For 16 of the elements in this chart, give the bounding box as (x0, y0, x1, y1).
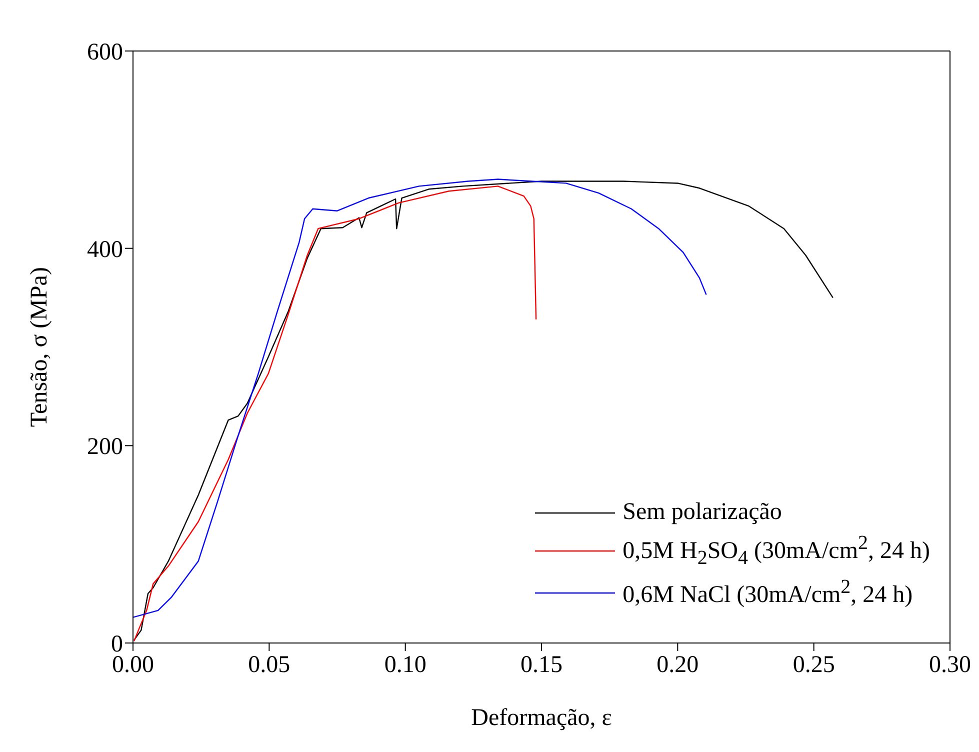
x-tick-label: 0.05 (248, 652, 290, 678)
line-series (133, 186, 537, 642)
x-tick-label: 0.30 (929, 652, 971, 678)
y-tick-label: 600 (87, 40, 123, 66)
x-tick-label: 0.15 (520, 652, 562, 678)
x-tick-label: 0.00 (112, 652, 154, 678)
x-tick-label: 0.25 (792, 652, 835, 678)
x-tick-label: 0.20 (656, 652, 699, 678)
x-tick-label: 0.10 (384, 652, 426, 678)
legend-label: Sem polarização (622, 499, 782, 526)
y-axis-title: Tensão, σ (MPa) (26, 267, 53, 427)
y-tick-label: 200 (87, 434, 123, 460)
legend-label: 0,6M NaCl (30mA/cm$^{2}$, 24 h) (622, 576, 913, 609)
legend-label: 0,5M H$_{2}$SO$_{4}$ (30mA/cm$^{2}$, 24 h) (622, 532, 930, 570)
y-tick-label: 400 (87, 236, 123, 263)
x-axis-title: Deformação, ε (471, 705, 612, 731)
